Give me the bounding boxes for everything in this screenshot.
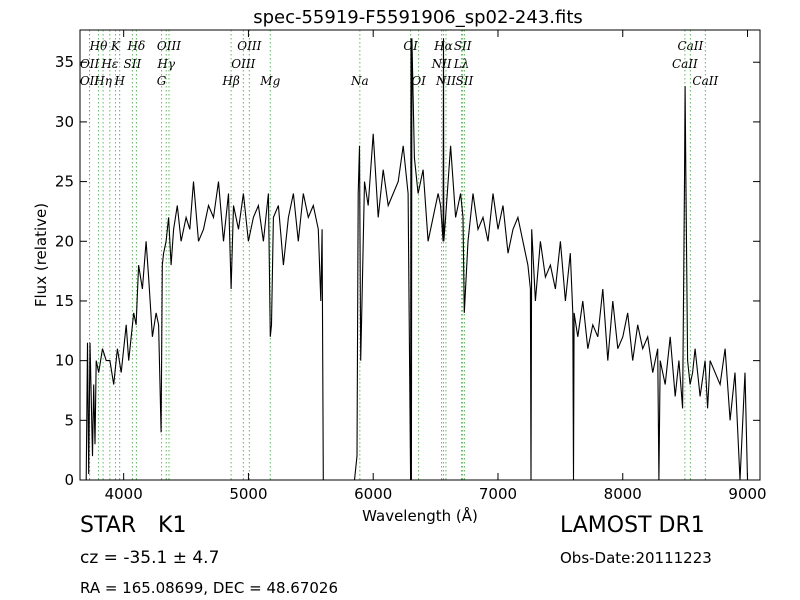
- x-tick-label: 9000: [728, 485, 766, 503]
- marker-label: Hγ: [156, 57, 175, 71]
- x-tick-label: 5000: [229, 485, 267, 503]
- marker-label: NII: [431, 57, 452, 71]
- x-tick-label: 6000: [354, 485, 392, 503]
- marker-label: Na: [350, 74, 369, 88]
- x-axis-label: Wavelength (Å): [362, 506, 478, 525]
- plot-frame: [79, 29, 761, 481]
- redshift-text: cz = -35.1 ± 4.7: [80, 548, 220, 568]
- obs-date: Obs-Date:20111223: [560, 549, 712, 567]
- chart-title: spec-55919-F5591906_sp02-243.fits: [253, 7, 583, 28]
- marker-label: OIII: [157, 39, 181, 53]
- marker-label: Hβ: [221, 74, 239, 88]
- marker-label: OII: [80, 57, 100, 71]
- marker-label: H: [113, 74, 125, 88]
- y-tick-label: 5: [64, 411, 74, 429]
- marker-label: OI: [411, 74, 426, 88]
- marker-label: OIII: [231, 57, 255, 71]
- marker-label: CaII: [692, 74, 718, 88]
- marker-label: Lλ: [453, 57, 470, 71]
- y-tick-label: 35: [55, 53, 74, 71]
- y-tick-label: 10: [55, 352, 74, 370]
- x-axis-ticks: 4000 5000 6000 7000 8000 9000: [105, 30, 767, 503]
- spectral-class: STAR K1: [80, 513, 186, 538]
- marker-label: CaII: [677, 39, 703, 53]
- marker-label: CaII: [672, 57, 698, 71]
- marker-label: SII: [124, 57, 142, 71]
- x-tick-label: 4000: [105, 485, 143, 503]
- spectrum-line: [85, 38, 749, 480]
- y-axis-label: Flux (relative): [32, 203, 50, 307]
- class-label: STAR: [80, 513, 137, 538]
- marker-label: K: [110, 39, 121, 53]
- x-tick-label: 8000: [604, 485, 642, 503]
- coordinates-text: RA = 165.08699, DEC = 48.67026: [80, 579, 339, 597]
- marker-label: G: [157, 74, 167, 88]
- y-tick-label: 15: [55, 292, 74, 310]
- marker-label: SII: [454, 39, 472, 53]
- subclass-label: K1: [158, 513, 187, 538]
- marker-label: Mg: [259, 74, 280, 88]
- y-axis-ticks: 0 5 10 15 20 25 30 35: [55, 53, 760, 489]
- marker-lines: [88, 30, 706, 480]
- x-tick-label: 7000: [479, 485, 517, 503]
- marker-label: Hη: [93, 74, 112, 88]
- marker-label: Hδ: [127, 39, 146, 53]
- y-tick-label: 0: [64, 471, 74, 489]
- y-tick-label: 25: [55, 173, 74, 191]
- marker-label: SII: [456, 74, 474, 88]
- y-tick-label: 20: [55, 232, 74, 250]
- marker-label: Hθ: [89, 39, 108, 53]
- marker-label: OII: [80, 74, 100, 88]
- y-tick-label: 30: [55, 113, 74, 131]
- marker-label: OIII: [237, 39, 261, 53]
- marker-label: NII: [435, 74, 456, 88]
- marker-label: Hε: [100, 57, 118, 71]
- survey-label: LAMOST DR1: [560, 513, 705, 538]
